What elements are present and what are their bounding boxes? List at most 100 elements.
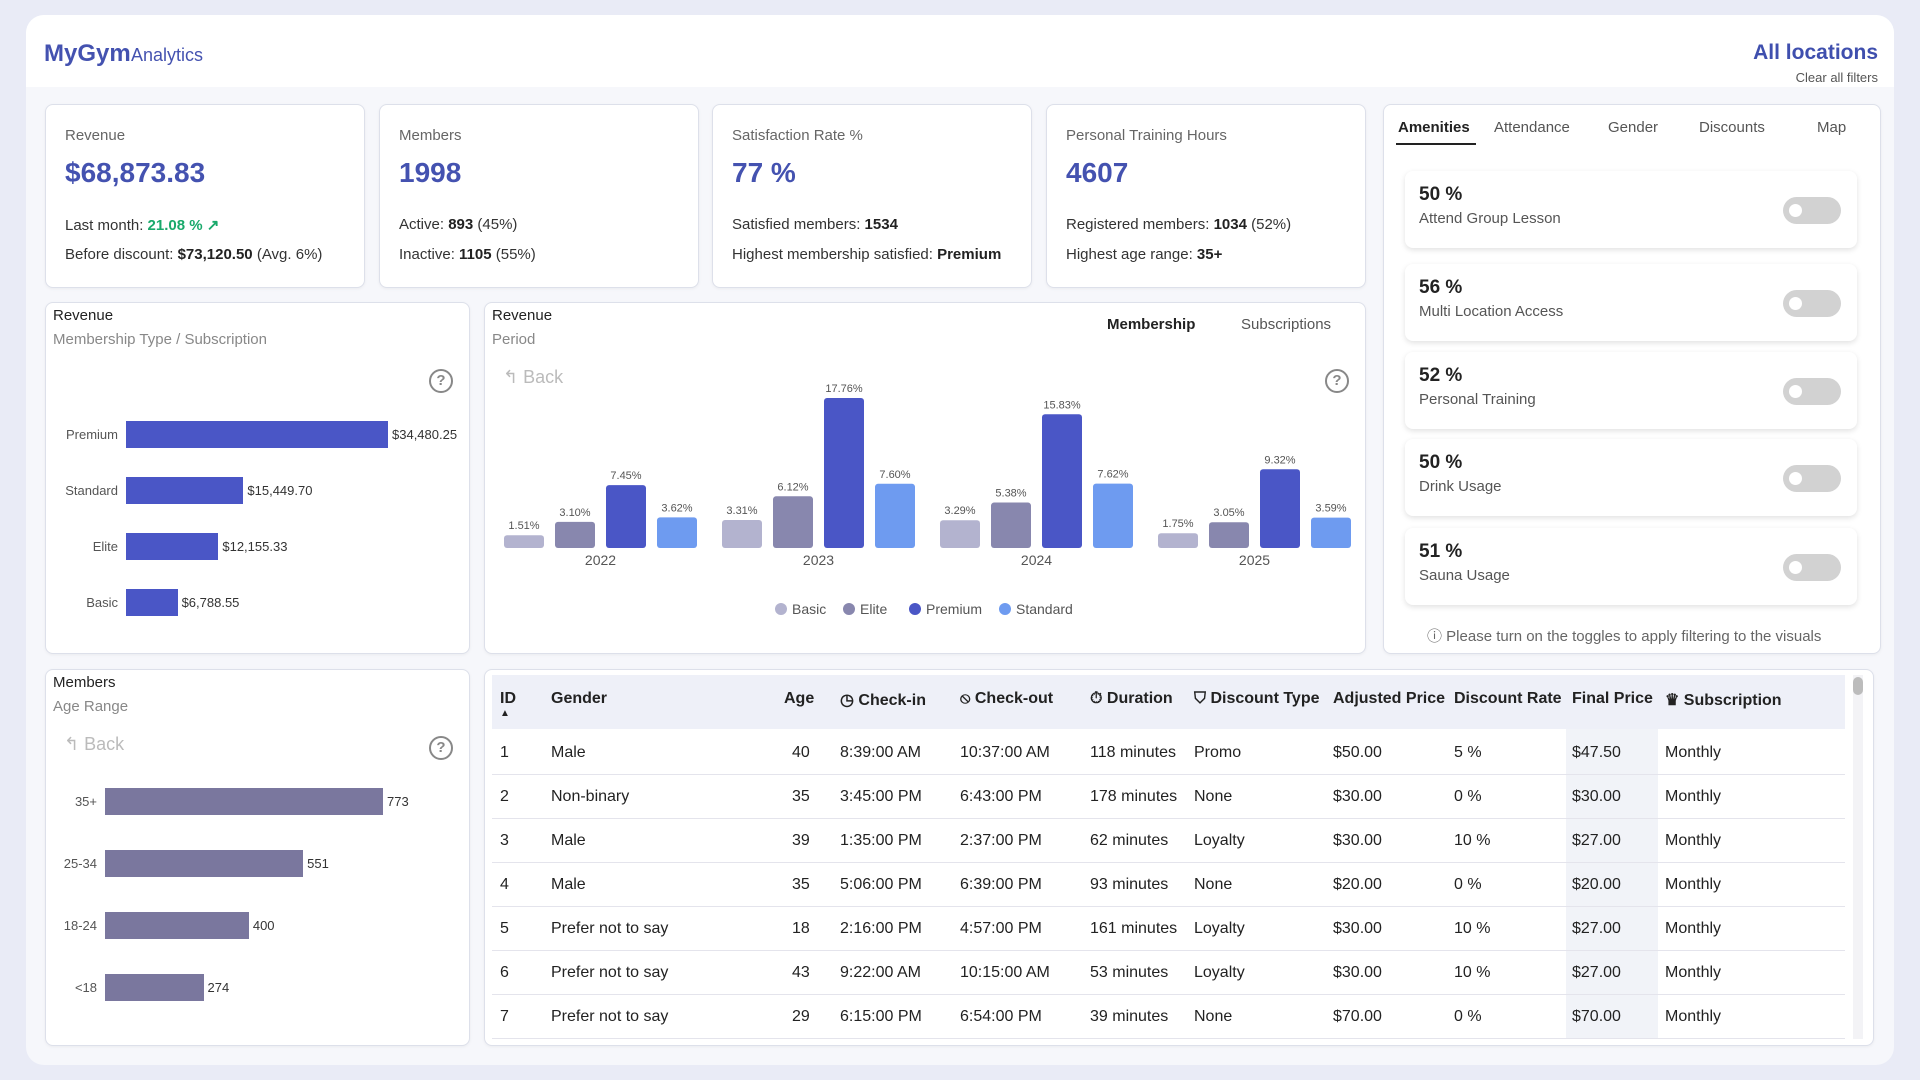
bar[interactable]	[126, 589, 178, 616]
table-cell: 43	[792, 964, 810, 981]
legend-label[interactable]: Premium	[926, 601, 982, 617]
bar[interactable]	[126, 533, 219, 560]
table-cell: $20.00	[1572, 876, 1621, 893]
clear-filters-link[interactable]: Clear all filters	[1795, 70, 1878, 85]
bar-premium[interactable]	[606, 485, 646, 548]
bar-data-label: 3.05%	[1213, 507, 1244, 519]
row-divider	[492, 1038, 1845, 1039]
table-scrollbar-track[interactable]	[1853, 675, 1863, 1039]
back-button[interactable]: ↰ Back	[64, 734, 124, 755]
table-cell: 6:15:00 PM	[840, 1008, 922, 1025]
column-header[interactable]: Discount Rate	[1454, 690, 1562, 707]
tab-discounts[interactable]: Discounts	[1699, 119, 1765, 136]
help-icon[interactable]: ?	[1325, 369, 1349, 393]
bar-basic[interactable]	[722, 520, 762, 548]
bar-premium[interactable]	[1260, 469, 1300, 548]
table-cell: 39	[792, 832, 810, 849]
table-cell: 6:43:00 PM	[960, 788, 1042, 805]
amenity-label: Personal Training	[1419, 391, 1536, 408]
header-bar	[26, 15, 1894, 87]
table-cell: Monthly	[1665, 876, 1722, 893]
kpi-revenue-card: Revenue $68,873.83 Last month: 21.08 % ↗…	[45, 104, 365, 288]
table-cell: 6:39:00 PM	[960, 876, 1042, 893]
bar-premium[interactable]	[824, 398, 864, 548]
bar[interactable]	[105, 850, 304, 877]
table-cell: 2:37:00 PM	[960, 832, 1042, 849]
legend-label[interactable]: Basic	[792, 601, 826, 617]
bar-premium[interactable]	[1042, 414, 1082, 548]
table-cell: 35	[792, 876, 810, 893]
kpi-training-card: Personal Training Hours 4607 Registered …	[1046, 104, 1366, 288]
bar-standard[interactable]	[1311, 517, 1351, 548]
bar-category-label: Standard	[65, 483, 118, 498]
bar-standard[interactable]	[657, 517, 697, 548]
bar-elite[interactable]	[555, 521, 595, 548]
help-icon[interactable]: ?	[429, 369, 453, 393]
table-cell: $30.00	[1333, 964, 1382, 981]
legend-label[interactable]: Standard	[1016, 601, 1073, 617]
toggle-knob	[1789, 472, 1802, 485]
tab-gender[interactable]: Gender	[1608, 119, 1659, 136]
amenity-toggle[interactable]	[1783, 290, 1841, 317]
bar[interactable]	[126, 477, 244, 504]
back-button[interactable]: ↰ Back	[503, 367, 563, 388]
column-header[interactable]: Gender	[551, 690, 608, 707]
table-cell: Non-binary	[551, 788, 630, 805]
tab-amenities[interactable]: Amenities	[1398, 119, 1470, 136]
bar-data-label: 9.32%	[1264, 454, 1295, 466]
column-header[interactable]: ⦸ Check-out	[960, 690, 1054, 707]
amenity-toggle[interactable]	[1783, 554, 1841, 581]
bar-elite[interactable]	[1209, 522, 1249, 548]
bar-basic[interactable]	[940, 520, 980, 548]
tab-map[interactable]: Map	[1817, 119, 1847, 136]
bar-value-label: $15,449.70	[247, 483, 313, 498]
table-cell: 1	[500, 744, 509, 761]
column-header[interactable]: ◷ Check-in	[840, 692, 926, 709]
table-cell: $27.00	[1572, 920, 1621, 937]
table-cell: None	[1194, 1008, 1233, 1025]
column-header[interactable]: ⛉ Discount Type	[1194, 690, 1320, 707]
bar-basic[interactable]	[1158, 533, 1198, 548]
bar[interactable]	[105, 974, 204, 1001]
bar[interactable]	[105, 912, 249, 939]
table-scrollbar-thumb[interactable]	[1853, 677, 1863, 695]
column-header[interactable]: ID	[500, 690, 516, 707]
table-cell: Monthly	[1665, 744, 1722, 761]
kpi-label: Personal Training Hours	[1066, 127, 1227, 144]
location-filter[interactable]: All locations	[1753, 41, 1878, 64]
table-cell: Monthly	[1665, 920, 1722, 937]
amenity-toggle[interactable]	[1783, 465, 1841, 492]
amenity-toggle[interactable]	[1783, 197, 1841, 224]
bar-basic[interactable]	[504, 535, 544, 548]
kpi-label: Satisfaction Rate %	[732, 127, 863, 144]
column-header[interactable]: Age	[784, 690, 815, 707]
bar[interactable]	[126, 421, 388, 448]
kpi-value: 1998	[399, 157, 462, 188]
table-cell: 18	[792, 920, 810, 937]
table-cell: 2:16:00 PM	[840, 920, 922, 937]
amenity-toggle[interactable]	[1783, 378, 1841, 405]
column-header[interactable]: ♛ Subscription	[1665, 692, 1782, 709]
column-header[interactable]: Adjusted Price	[1333, 690, 1446, 707]
bar[interactable]	[105, 788, 383, 815]
back-label: Back	[84, 734, 125, 754]
table-cell: 178 minutes	[1090, 788, 1178, 805]
tab-attendance[interactable]: Attendance	[1494, 119, 1570, 136]
toggle-subscriptions[interactable]: Subscriptions	[1241, 316, 1332, 333]
bar-standard[interactable]	[1093, 483, 1133, 548]
amenity-label: Sauna Usage	[1419, 567, 1510, 584]
column-header[interactable]: ⏱ Duration	[1090, 690, 1173, 707]
bar-standard[interactable]	[875, 483, 915, 548]
sort-asc-icon[interactable]: ▲	[500, 708, 510, 719]
column-header[interactable]: Final Price	[1572, 690, 1653, 707]
row-divider	[492, 862, 1845, 863]
bar-elite[interactable]	[991, 502, 1031, 548]
legend-label[interactable]: Elite	[860, 601, 887, 617]
bar-elite[interactable]	[773, 496, 813, 548]
table-cell: Male	[551, 876, 586, 893]
bar-category-label: 25-34	[63, 856, 97, 871]
toggle-membership[interactable]: Membership	[1107, 316, 1196, 333]
help-icon[interactable]: ?	[429, 736, 453, 760]
chart-subtitle: Membership Type / Subscription	[53, 331, 267, 348]
legend-marker	[999, 603, 1011, 615]
